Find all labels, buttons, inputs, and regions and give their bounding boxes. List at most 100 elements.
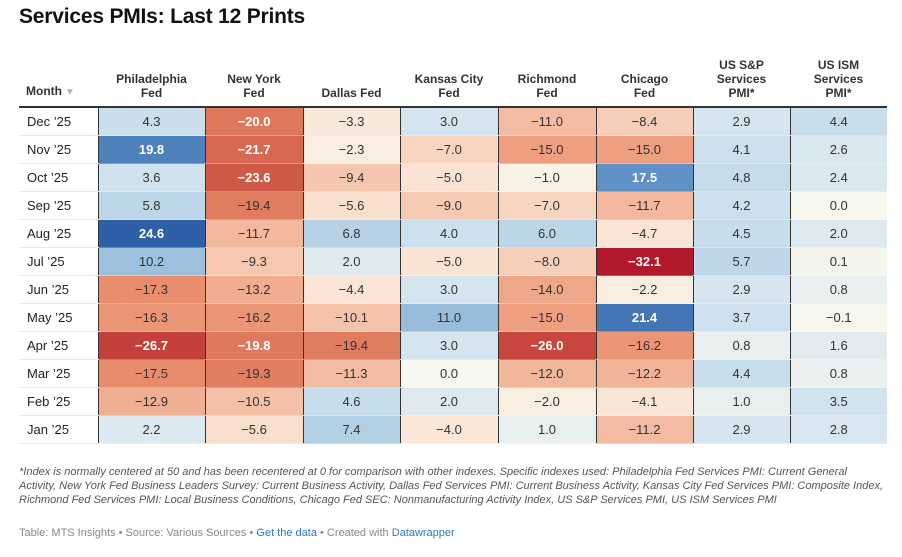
heatmap-cell: −4.0 (399, 415, 498, 444)
table-row: Apr ’25 −26.7 −19.8 −19.4 3.0 −26.0 −16.2 0.8 1.… (19, 331, 887, 360)
heatmap-cell: 2.0 (302, 247, 400, 276)
heatmap-cell: 0.8 (789, 275, 887, 304)
heatmap-cell: −11.0 (497, 107, 596, 136)
heatmap-cell: −12.2 (595, 359, 693, 388)
heatmap-cell: −20.0 (204, 107, 303, 136)
heatmap-cell: −19.3 (204, 359, 303, 388)
row-label-month: Jan ’25 (19, 415, 98, 444)
heatmap-cell: 21.4 (595, 303, 693, 332)
column-header-label-line: Chicago (620, 72, 669, 86)
header-row: Month ▼ Philadelphia Fed New York Fed Dallas F… (19, 58, 887, 108)
heatmap-cell: 2.0 (789, 219, 887, 248)
heatmap-cell: 3.0 (399, 331, 498, 360)
heatmap-cell: 0.1 (789, 247, 887, 276)
heatmap-cell: −15.0 (497, 303, 596, 332)
table-row: Jul ’25 10.2 −9.3 2.0 −5.0 −8.0 −32.1 5.7 0.1 (19, 247, 887, 276)
row-label-month: Jun ’25 (19, 275, 98, 304)
heatmap-cell: 4.3 (97, 107, 205, 136)
heatmap-cell: −19.4 (204, 191, 303, 220)
heatmap-cell: 10.2 (97, 247, 205, 276)
column-header-kansas-city-fed[interactable]: Kansas City Fed (400, 58, 498, 108)
column-header-philadelphia-fed[interactable]: Philadelphia Fed (98, 58, 205, 108)
column-header-label-line: Fed (243, 86, 265, 100)
heatmap-cell: 1.6 (789, 331, 887, 360)
row-label-month: Aug ’25 (19, 219, 98, 248)
heatmap-cell: 19.8 (97, 135, 205, 164)
heatmap-cell: −9.0 (399, 191, 498, 220)
table-row: Aug ’25 24.6 −11.7 6.8 4.0 6.0 −4.7 4.5 2.0 (19, 219, 887, 248)
heatmap-cell: 2.0 (399, 387, 498, 416)
column-header-dallas-fed[interactable]: Dallas Fed (303, 58, 400, 108)
column-header-richmond-fed[interactable]: Richmond Fed (498, 58, 596, 108)
column-header-label-line: Services (813, 72, 864, 86)
heatmap-cell: −4.1 (595, 387, 693, 416)
heatmap-cell: −26.7 (97, 331, 205, 360)
row-label-month: Feb ’25 (19, 387, 98, 416)
heatmap-cell: −4.4 (302, 275, 400, 304)
footnote: *Index is normally centered at 50 and ha… (19, 466, 884, 506)
table-row: Jun ’25 −17.3 −13.2 −4.4 3.0 −14.0 −2.2 2.9 0.8 (19, 275, 887, 304)
column-header-label-line: Fed (438, 86, 460, 100)
heatmap-cell: 0.8 (692, 331, 790, 360)
heatmap-cell: 4.6 (302, 387, 400, 416)
heatmap-cell: −5.6 (204, 415, 303, 444)
heatmap-cell: −19.8 (204, 331, 303, 360)
column-header-us-ism-services-pmi[interactable]: US ISM Services PMI* (790, 58, 887, 108)
column-header-us-s-p-services-pmi[interactable]: US S&P Services PMI* (693, 58, 790, 108)
heatmap-cell: 2.6 (789, 135, 887, 164)
heatmap-cell: −26.0 (497, 331, 596, 360)
row-label-month: Mar ’25 (19, 359, 98, 388)
heatmap-cell: 4.0 (399, 219, 498, 248)
column-header-label-line: PMI* (728, 86, 755, 100)
heatmap-cell: 3.5 (789, 387, 887, 416)
column-header-label-line: Fed (536, 86, 558, 100)
heatmap-cell: −15.0 (497, 135, 596, 164)
column-header-chicago-fed[interactable]: Chicago Fed (596, 58, 693, 108)
table-row: Feb ’25 −12.9 −10.5 4.6 2.0 −2.0 −4.1 1.0 3.5 (19, 387, 887, 416)
heatmap-cell: −16.2 (595, 331, 693, 360)
column-header-new-york-fed[interactable]: New York Fed (205, 58, 303, 108)
heatmap-cell: −32.1 (595, 247, 693, 276)
heatmap-cell: 4.2 (692, 191, 790, 220)
row-label-month: Dec ’25 (19, 107, 98, 136)
heatmap-cell: 2.4 (789, 163, 887, 192)
row-label-month: Jul ’25 (19, 247, 98, 276)
heatmap-cell: 3.6 (97, 163, 205, 192)
heatmap-cell: −17.5 (97, 359, 205, 388)
table-row: Jan ’25 2.2 −5.6 7.4 −4.0 1.0 −11.2 2.9 2.8 (19, 415, 887, 444)
heatmap-cell: 3.0 (399, 275, 498, 304)
row-label-month: Oct ’25 (19, 163, 98, 192)
heatmap-cell: −7.0 (399, 135, 498, 164)
heatmap-cell: 5.8 (97, 191, 205, 220)
column-header-month[interactable]: Month ▼ (19, 58, 98, 108)
heatmap-cell: −5.0 (399, 247, 498, 276)
heatmap-table: Month ▼ Philadelphia Fed New York Fed Dallas F… (19, 58, 887, 444)
heatmap-cell: −21.7 (204, 135, 303, 164)
heatmap-cell: 11.0 (399, 303, 498, 332)
table-row: Sep ’25 5.8 −19.4 −5.6 −9.0 −7.0 −11.7 4.2 0.0 (19, 191, 887, 220)
heatmap-cell: 2.9 (692, 275, 790, 304)
table-row: Oct ’25 3.6 −23.6 −9.4 −5.0 −1.0 17.5 4.8 2.4 (19, 163, 887, 192)
table-row: Nov ’25 19.8 −21.7 −2.3 −7.0 −15.0 −15.0 4.1 2.6 (19, 135, 887, 164)
column-header-label-line: Fed (140, 86, 163, 100)
heatmap-cell: −10.1 (302, 303, 400, 332)
row-label-month: Sep ’25 (19, 191, 98, 220)
row-label-month: Nov ’25 (19, 135, 98, 164)
heatmap-cell: −9.4 (302, 163, 400, 192)
heatmap-cell: 2.9 (692, 415, 790, 444)
sort-descending-icon[interactable]: ▼ (64, 87, 75, 98)
heatmap-cell: −2.3 (302, 135, 400, 164)
chart-title: Services PMIs: Last 12 Prints (19, 5, 306, 28)
get-the-data-link[interactable]: Get the data (256, 527, 317, 539)
heatmap-cell: −2.0 (497, 387, 596, 416)
heatmap-cell: −12.9 (97, 387, 205, 416)
heatmap-cell: −4.7 (595, 219, 693, 248)
heatmap-cell: 3.7 (692, 303, 790, 332)
heatmap-cell: 3.0 (399, 107, 498, 136)
heatmap-cell: 0.0 (789, 191, 887, 220)
heatmap-cell: −14.0 (497, 275, 596, 304)
datawrapper-link[interactable]: Datawrapper (391, 527, 455, 539)
row-label-month: May ’25 (19, 303, 98, 332)
heatmap-cell: −19.4 (302, 331, 400, 360)
heatmap-cell: 2.8 (789, 415, 887, 444)
